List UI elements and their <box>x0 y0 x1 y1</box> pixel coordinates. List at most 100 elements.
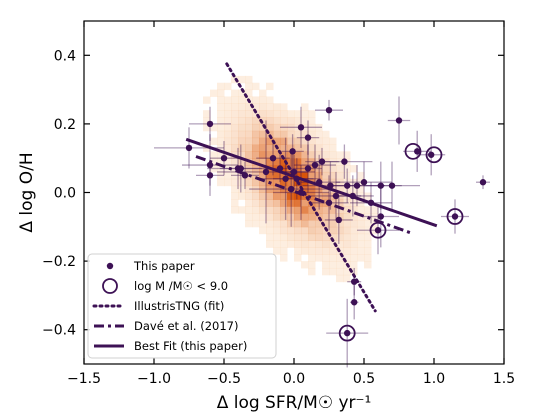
density-bin <box>210 123 218 132</box>
density-bin <box>322 144 330 152</box>
density-bin <box>315 199 323 207</box>
data-point <box>318 158 326 165</box>
density-bin <box>294 151 302 159</box>
density-bin <box>210 137 218 145</box>
y-tick-label: 0.2 <box>54 117 76 133</box>
density-bin <box>329 158 337 166</box>
x-tick-label: 0.5 <box>353 371 375 387</box>
density-bin <box>301 206 309 214</box>
y-tick-label: −0.4 <box>42 323 76 339</box>
density-bin <box>343 185 351 193</box>
density-bin <box>308 158 316 166</box>
density-bin <box>231 178 239 187</box>
density-bin <box>336 233 344 242</box>
density-bin <box>357 233 365 242</box>
density-bin <box>350 240 358 248</box>
density-bin <box>280 199 288 207</box>
data-point <box>360 179 368 186</box>
data-point <box>206 161 214 169</box>
density-bin <box>364 192 372 200</box>
density-bin <box>287 206 295 214</box>
density-bin <box>252 206 260 214</box>
density-bin <box>308 261 316 269</box>
density-bin <box>245 199 253 207</box>
data-point <box>367 199 375 206</box>
density-bin <box>336 165 344 173</box>
density-bin <box>245 178 253 187</box>
density-bin <box>266 192 274 200</box>
low-mass-ring <box>369 221 387 239</box>
density-bin <box>259 117 267 125</box>
density-bin <box>280 219 288 228</box>
density-bin <box>259 226 267 235</box>
density-bin <box>294 213 302 221</box>
density-bin <box>322 233 330 242</box>
density-bin <box>329 137 337 145</box>
density-bin <box>336 178 344 187</box>
data-point <box>351 278 358 285</box>
legend-dot <box>106 262 114 270</box>
density-bin <box>322 219 330 228</box>
density-bin <box>308 213 316 221</box>
density-bin <box>329 213 337 221</box>
density-bin <box>245 151 253 159</box>
density-bin <box>238 144 246 152</box>
density-bin <box>322 178 330 187</box>
density-bin <box>273 192 281 200</box>
density-bin <box>287 240 295 248</box>
density-bin <box>308 219 316 228</box>
density-bin <box>217 123 225 132</box>
density-bin <box>252 165 260 173</box>
density-bin <box>259 96 267 104</box>
density-bin <box>357 254 365 262</box>
density-bin <box>245 137 253 145</box>
density-bin <box>273 247 281 255</box>
density-bin <box>266 144 274 152</box>
density-bin <box>287 144 295 152</box>
density-bin <box>294 110 302 118</box>
density-bin <box>280 226 288 235</box>
density-bin <box>252 103 260 111</box>
density-bin <box>266 123 274 132</box>
density-bin <box>245 103 253 111</box>
density-bin <box>322 261 330 269</box>
legend-ring <box>102 278 118 294</box>
density-bin <box>294 144 302 152</box>
density-bin <box>259 158 267 166</box>
density-bin <box>315 247 323 255</box>
density-bin <box>259 110 267 118</box>
data-point <box>325 199 333 206</box>
density-bin <box>231 110 239 118</box>
density-bin <box>294 247 302 255</box>
density-bin <box>266 185 274 193</box>
density-bin <box>336 206 344 214</box>
density-bin <box>343 178 351 187</box>
density-bin <box>329 240 337 248</box>
density-bin <box>231 96 239 104</box>
density-bin <box>364 240 372 248</box>
density-bin <box>252 219 260 228</box>
density-bin <box>322 185 330 193</box>
low-mass-rings <box>338 142 464 342</box>
density-bin <box>252 117 260 125</box>
density-bin <box>343 233 351 242</box>
density-bin <box>252 151 260 159</box>
data-point <box>325 106 333 114</box>
density-bin <box>252 96 260 104</box>
density-bin <box>287 130 295 139</box>
y-tick-label: 0.0 <box>54 186 76 202</box>
density-bin <box>336 226 344 235</box>
density-bin <box>245 206 253 214</box>
density-bin <box>245 213 253 221</box>
density-bin <box>315 233 323 242</box>
density-bin <box>364 261 372 269</box>
density-bin <box>357 240 365 248</box>
density-bin <box>259 185 267 193</box>
density-bin <box>252 130 260 139</box>
density-bin <box>350 178 358 187</box>
density-bin <box>343 247 351 255</box>
density-bin <box>245 219 253 228</box>
density-bin <box>266 171 274 180</box>
density-bin <box>280 240 288 248</box>
data-point <box>316 179 323 186</box>
